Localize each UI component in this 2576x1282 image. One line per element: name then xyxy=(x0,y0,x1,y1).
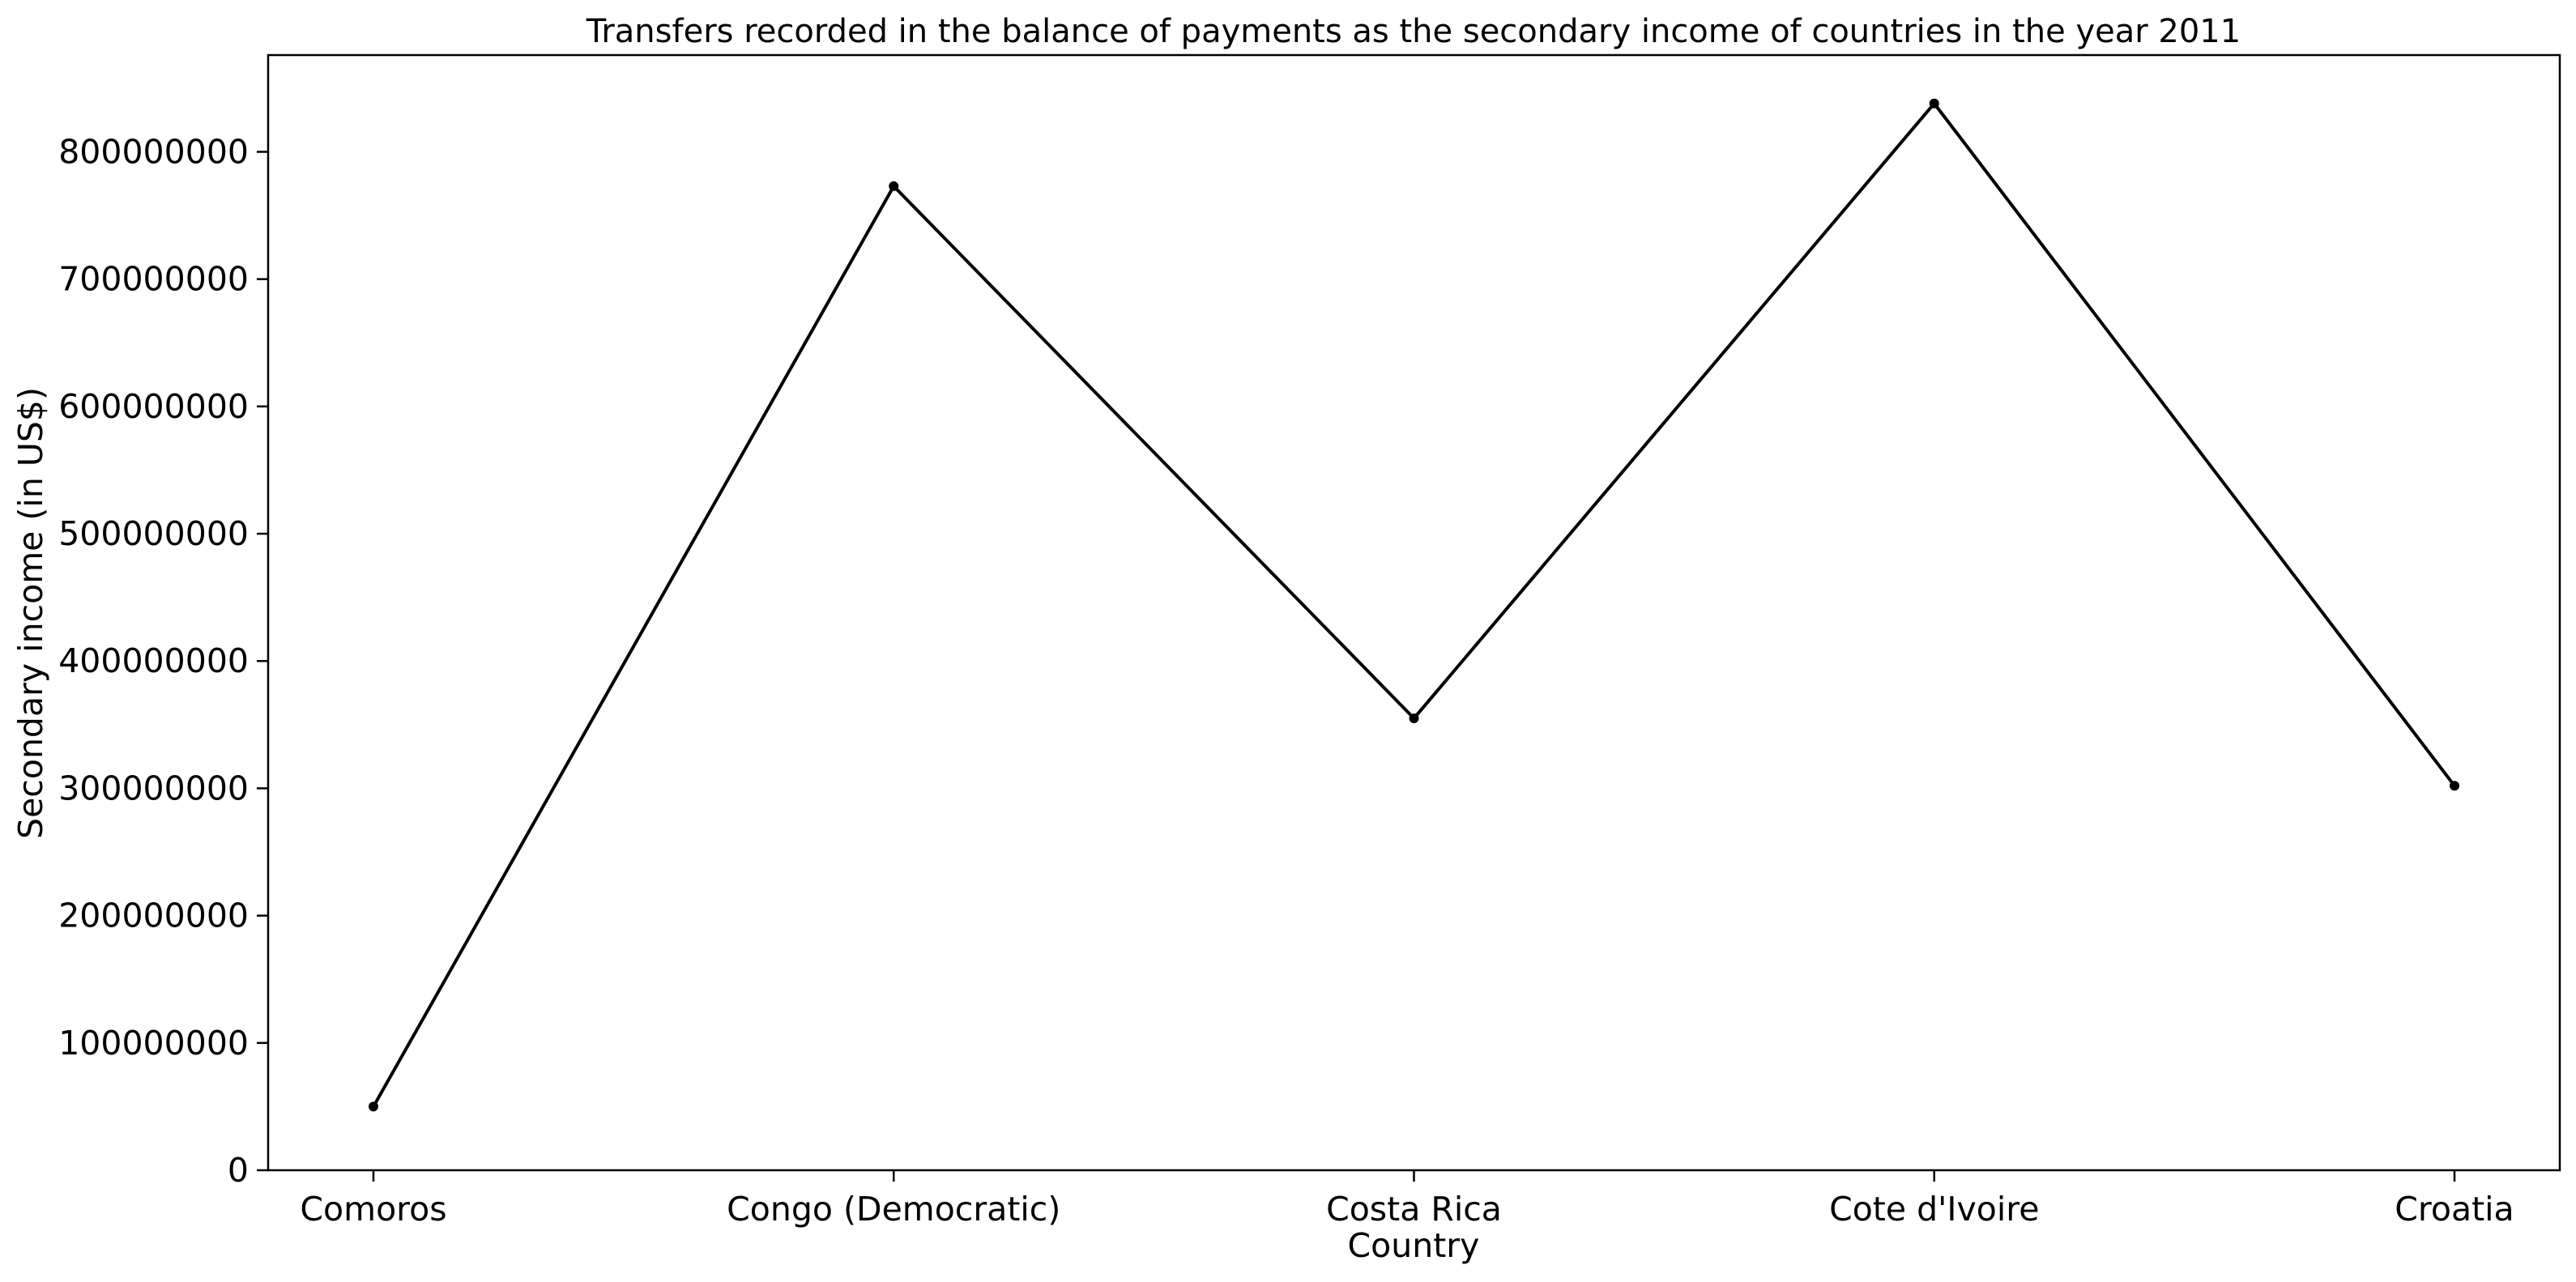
y-tick-label: 800000000 xyxy=(58,132,249,171)
data-point xyxy=(889,181,899,191)
series-line xyxy=(372,100,2456,1108)
x-tick-label: Congo (Democratic) xyxy=(727,1190,1060,1229)
series-layer xyxy=(369,98,2459,1112)
y-tick-label: 100000000 xyxy=(58,1024,249,1063)
y-tick-label: 500000000 xyxy=(58,514,249,553)
data-point xyxy=(2450,781,2459,791)
x-tick-label: Costa Rica xyxy=(1326,1190,1502,1229)
y-tick-label: 300000000 xyxy=(58,769,249,807)
y-axis: 0 100000000 200000000 300000000 400000000 500… xyxy=(58,132,268,1190)
y-tick-label: 0 xyxy=(228,1151,249,1190)
y-axis-label: Secondary income (in US$) xyxy=(11,387,50,839)
x-tick-label: Cote d'Ivoire xyxy=(1829,1190,2039,1229)
data-point xyxy=(1409,713,1419,723)
x-tick-label: Croatia xyxy=(2395,1190,2514,1229)
x-tick-label: Comoros xyxy=(300,1190,446,1229)
data-point xyxy=(1929,98,1939,109)
data-point xyxy=(369,1101,378,1112)
chart-title: Transfers recorded in the balance of pay… xyxy=(586,13,2241,50)
x-axis-label: Country xyxy=(1348,1226,1480,1265)
y-tick-label: 700000000 xyxy=(58,260,249,299)
x-axis: Comoros Congo (Democratic) Costa Rica Cote … xyxy=(300,1170,2514,1229)
plot-frame xyxy=(267,53,2561,1172)
y-tick-label: 200000000 xyxy=(58,897,249,935)
y-tick-label: 600000000 xyxy=(58,387,249,426)
y-tick-label: 400000000 xyxy=(58,641,249,680)
